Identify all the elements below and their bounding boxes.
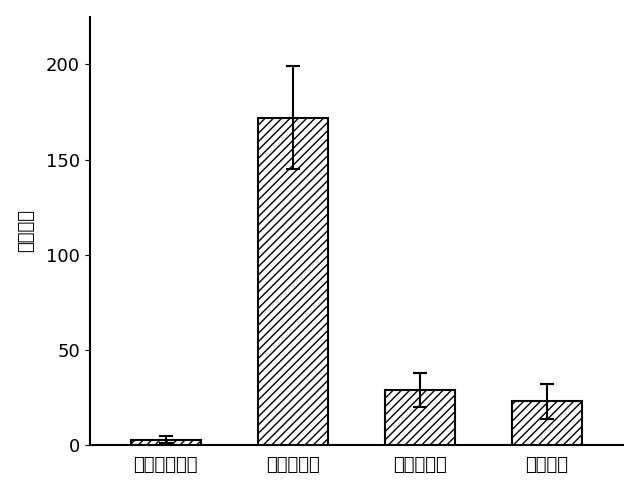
Y-axis label: 頭部の数: 頭部の数: [17, 210, 35, 252]
Bar: [385, 390, 455, 445]
Bar: [258, 118, 328, 445]
Bar: [512, 402, 582, 445]
Bar: [131, 439, 201, 445]
